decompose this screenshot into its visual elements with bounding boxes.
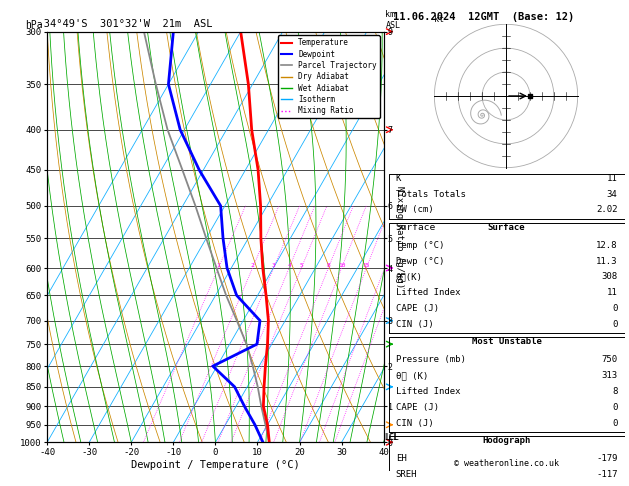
Text: CAPE (J): CAPE (J)	[396, 304, 439, 313]
Text: Most Unstable: Most Unstable	[472, 337, 542, 346]
Text: θᴇ (K): θᴇ (K)	[396, 371, 428, 380]
Text: PW (cm): PW (cm)	[396, 205, 433, 214]
Y-axis label: Mixing Ratio (g/kg): Mixing Ratio (g/kg)	[395, 186, 404, 288]
Text: -117: -117	[596, 470, 618, 479]
Text: Lifted Index: Lifted Index	[396, 288, 460, 297]
Text: Totals Totals: Totals Totals	[396, 190, 465, 199]
Text: 15: 15	[363, 263, 370, 268]
Text: kt: kt	[435, 15, 444, 24]
Text: 12.8: 12.8	[596, 241, 618, 250]
Text: 0: 0	[612, 403, 618, 412]
Text: CIN (J): CIN (J)	[396, 320, 433, 329]
Text: 308: 308	[601, 273, 618, 281]
Text: 1: 1	[216, 263, 220, 268]
Text: Lifted Index: Lifted Index	[396, 387, 460, 396]
Text: 313: 313	[601, 371, 618, 380]
Text: CAPE (J): CAPE (J)	[396, 403, 439, 412]
Text: 0: 0	[612, 418, 618, 428]
Text: Surface: Surface	[396, 223, 436, 232]
Text: 5: 5	[299, 263, 303, 268]
Legend: Temperature, Dewpoint, Parcel Trajectory, Dry Adiabat, Wet Adiabat, Isotherm, Mi: Temperature, Dewpoint, Parcel Trajectory…	[277, 35, 380, 118]
Text: 0: 0	[612, 320, 618, 329]
Text: Pressure (mb): Pressure (mb)	[396, 355, 465, 364]
Text: 10: 10	[338, 263, 345, 268]
Text: LCL: LCL	[384, 433, 398, 442]
Text: LCL: LCL	[386, 433, 399, 442]
Text: -179: -179	[596, 454, 618, 463]
Text: hPa: hPa	[25, 19, 43, 30]
Text: EH: EH	[396, 454, 406, 463]
Text: 11.06.2024  12GMT  (Base: 12): 11.06.2024 12GMT (Base: 12)	[393, 12, 574, 22]
Text: Dewp (°C): Dewp (°C)	[396, 257, 444, 266]
Text: 11: 11	[607, 174, 618, 183]
Text: 8: 8	[326, 263, 330, 268]
Text: 4: 4	[287, 263, 291, 268]
Text: Hodograph: Hodograph	[482, 436, 531, 445]
Text: 11.3: 11.3	[596, 257, 618, 266]
Text: 2: 2	[250, 263, 254, 268]
Text: SREH: SREH	[396, 470, 417, 479]
Text: 34: 34	[607, 190, 618, 199]
Text: km
ASL: km ASL	[386, 10, 401, 30]
Text: © weatheronline.co.uk: © weatheronline.co.uk	[454, 459, 559, 469]
Text: 2.02: 2.02	[596, 205, 618, 214]
Text: 750: 750	[601, 355, 618, 364]
Text: 11: 11	[607, 288, 618, 297]
Text: -34°49'S  301°32'W  21m  ASL: -34°49'S 301°32'W 21m ASL	[25, 19, 213, 30]
Text: CIN (J): CIN (J)	[396, 418, 433, 428]
Text: 8: 8	[612, 387, 618, 396]
Text: Surface: Surface	[488, 223, 525, 232]
Text: 0: 0	[612, 304, 618, 313]
Text: 3: 3	[272, 263, 276, 268]
X-axis label: Dewpoint / Temperature (°C): Dewpoint / Temperature (°C)	[131, 460, 300, 469]
Text: θᴇ(K): θᴇ(K)	[396, 273, 423, 281]
Text: Temp (°C): Temp (°C)	[396, 241, 444, 250]
Text: K: K	[396, 174, 401, 183]
